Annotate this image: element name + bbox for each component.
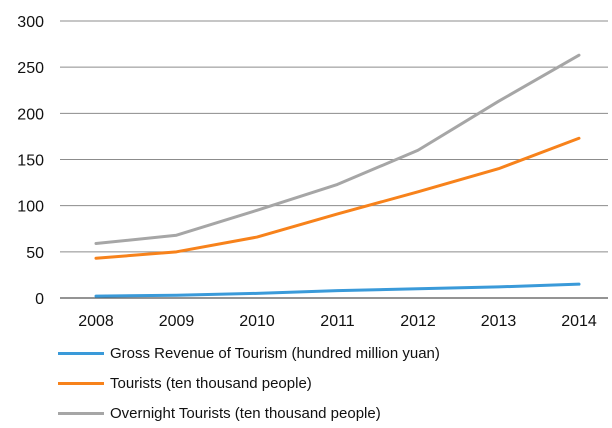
y-tick-label: 100	[17, 199, 44, 216]
x-tick-label: 2008	[78, 313, 114, 330]
y-tick-label: 150	[17, 153, 44, 170]
gridlines	[60, 20, 608, 299]
y-tick-label: 50	[26, 245, 44, 262]
series-line-overnight-tourists	[94, 53, 581, 246]
legend-swatch-tourists	[58, 381, 104, 385]
y-tick-label: 300	[17, 14, 44, 31]
x-axis-tick-labels: 2008 2009 2010 2011 2012 2013 2014	[78, 313, 597, 330]
x-tick-label: 2012	[400, 313, 436, 330]
y-tick-label: 0	[35, 291, 44, 308]
legend-label-tourists: Tourists (ten thousand people)	[110, 374, 312, 392]
legend-swatch-overnight-tourists	[58, 411, 104, 415]
legend-item-gross-revenue: Gross Revenue of Tourism (hundred millio…	[58, 338, 598, 368]
x-tick-label: 2009	[159, 313, 195, 330]
x-tick-label: 2011	[320, 313, 355, 330]
series-line-tourists	[94, 136, 581, 260]
series-lines	[94, 53, 581, 298]
x-tick-label: 2010	[239, 313, 275, 330]
y-tick-label: 200	[17, 106, 44, 123]
y-axis-tick-labels: 0 50 100 150 200 250 300	[17, 14, 44, 308]
legend-item-overnight-tourists: Overnight Tourists (ten thousand people)	[58, 398, 598, 428]
legend-item-tourists: Tourists (ten thousand people)	[58, 368, 598, 398]
legend-swatch-gross-revenue	[58, 351, 104, 355]
legend-label-gross-revenue: Gross Revenue of Tourism (hundred millio…	[110, 344, 440, 362]
series-line-gross-revenue	[94, 282, 581, 298]
y-tick-label: 250	[17, 60, 44, 77]
legend-label-overnight-tourists: Overnight Tourists (ten thousand people)	[110, 404, 381, 422]
x-tick-label: 2013	[481, 313, 517, 330]
x-tick-label: 2014	[561, 313, 597, 330]
legend: Gross Revenue of Tourism (hundred millio…	[58, 338, 598, 428]
